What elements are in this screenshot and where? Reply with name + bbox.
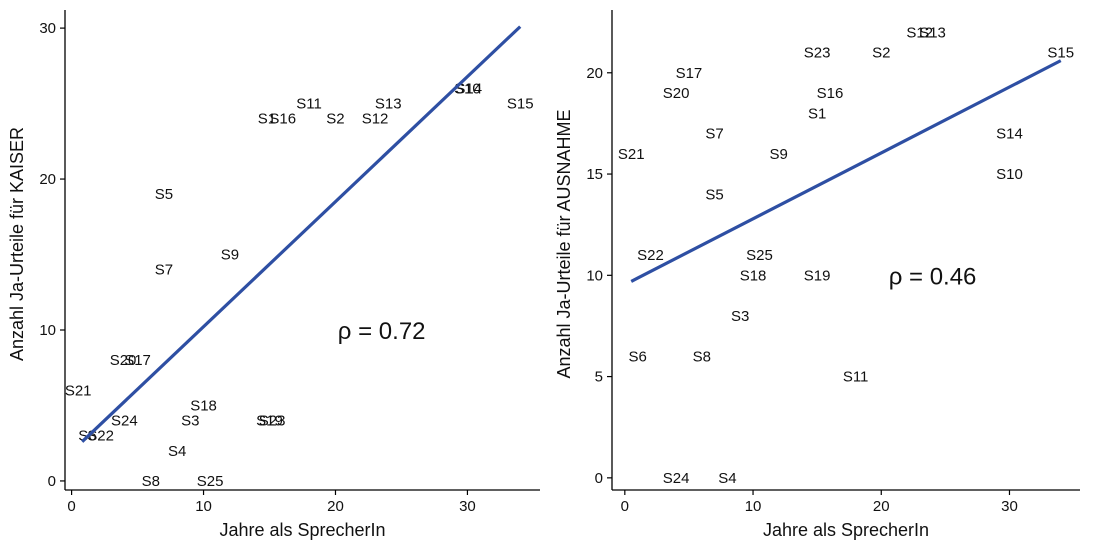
ausnahme-point-s18: S18 [740, 267, 767, 284]
ausnahme-point-s21: S21 [618, 146, 645, 163]
ausnahme-point-s15: S15 [1047, 45, 1074, 62]
ausnahme-point-s16: S16 [817, 85, 844, 102]
kaiser-y-tick-label: 10 [39, 322, 56, 339]
ausnahme-x-tick-label: 20 [873, 498, 890, 515]
kaiser-point-s7: S7 [155, 262, 173, 279]
kaiser-point-s19: S19 [256, 413, 283, 430]
ausnahme-point-s14: S14 [996, 126, 1023, 143]
ausnahme-scatter-panel: 0 10 20 30 0 5 10 15 20 Jahre als SprecherIn Anzah… [554, 10, 1080, 540]
ausnahme-point-s6: S6 [628, 348, 646, 365]
kaiser-point-s13: S13 [375, 96, 402, 113]
ausnahme-regression-line [630, 59, 1062, 283]
ausnahme-point-s8: S8 [693, 348, 711, 365]
kaiser-point-s5: S5 [155, 186, 173, 203]
kaiser-point-s9: S9 [221, 247, 239, 264]
ausnahme-x-axis-title: Jahre als SprecherIn [763, 520, 929, 540]
kaiser-point-s2: S2 [326, 111, 344, 128]
ausnahme-point-s3: S3 [731, 308, 749, 325]
ausnahme-y-tick-label: 20 [586, 65, 603, 82]
ausnahme-point-s19: S19 [804, 267, 831, 284]
kaiser-point-s22: S22 [87, 428, 114, 445]
kaiser-point-s8: S8 [142, 473, 160, 490]
kaiser-point-s14: S14 [455, 80, 482, 97]
kaiser-correlation-annotation: ρ = 0.72 [338, 318, 426, 345]
ausnahme-y-tick-label: 15 [586, 166, 603, 183]
kaiser-y-tick-label: 20 [39, 171, 56, 188]
kaiser-x-tick-label: 10 [195, 498, 212, 515]
ausnahme-point-s5: S5 [705, 186, 723, 203]
ausnahme-point-s11: S11 [843, 369, 869, 386]
ausnahme-point-s7: S7 [705, 126, 723, 143]
kaiser-x-tick-label: 0 [67, 498, 75, 515]
ausnahme-point-s4: S4 [718, 470, 736, 487]
ausnahme-point-s17: S17 [676, 65, 703, 82]
ausnahme-point-s1: S1 [808, 105, 826, 122]
kaiser-point-s17: S17 [124, 352, 151, 369]
kaiser-point-s11: S11 [296, 96, 322, 113]
kaiser-y-tick-label: 0 [48, 473, 56, 490]
kaiser-point-s15: S15 [507, 96, 534, 113]
kaiser-point-s23: S23 [259, 413, 286, 430]
ausnahme-point-s2: S2 [872, 45, 890, 62]
ausnahme-y-tick-label: 5 [595, 369, 603, 386]
kaiser-point-s1: S1 [258, 111, 276, 128]
kaiser-point-s4: S4 [168, 443, 186, 460]
ausnahme-point-s20: S20 [663, 85, 690, 102]
kaiser-point-s3: S3 [181, 413, 199, 430]
kaiser-point-s24: S24 [111, 413, 138, 430]
kaiser-y-tick-label: 30 [39, 20, 56, 37]
ausnahme-x-tick-label: 30 [1001, 498, 1018, 515]
ausnahme-x-tick-label: 0 [621, 498, 629, 515]
kaiser-scatter-panel: 0 10 20 30 0 10 20 30 Jahre als SprecherIn Anzahl… [7, 10, 540, 540]
ausnahme-y-tick-label: 0 [595, 470, 603, 487]
ausnahme-y-tick-label: 10 [586, 267, 603, 284]
kaiser-y-axis-title: Anzahl Ja-Urteile für KAISER [7, 127, 27, 361]
kaiser-point-s18: S18 [190, 397, 217, 414]
kaiser-point-s16: S16 [269, 111, 296, 128]
ausnahme-point-s12: S12 [906, 24, 933, 41]
ausnahme-y-axis-title: Anzahl Ja-Urteile für AUSNAHME [554, 109, 574, 378]
kaiser-point-s12: S12 [362, 111, 389, 128]
ausnahme-point-s25: S25 [746, 247, 773, 264]
ausnahme-point-s23: S23 [804, 45, 831, 62]
kaiser-point-s21: S21 [65, 382, 92, 399]
kaiser-point-s20: S20 [110, 352, 137, 369]
kaiser-x-tick-label: 30 [459, 498, 476, 515]
ausnahme-point-s22: S22 [637, 247, 664, 264]
ausnahme-point-s9: S9 [770, 146, 788, 163]
ausnahme-point-s24: S24 [663, 470, 690, 487]
ausnahme-x-tick-label: 10 [745, 498, 762, 515]
kaiser-regression-line [81, 25, 522, 443]
kaiser-x-tick-label: 20 [327, 498, 344, 515]
ausnahme-point-s10: S10 [996, 166, 1023, 183]
kaiser-point-s25: S25 [197, 473, 224, 490]
ausnahme-point-s13: S13 [919, 24, 946, 41]
ausnahme-correlation-annotation: ρ = 0.46 [889, 263, 977, 290]
kaiser-x-axis-title: Jahre als SprecherIn [219, 520, 385, 540]
